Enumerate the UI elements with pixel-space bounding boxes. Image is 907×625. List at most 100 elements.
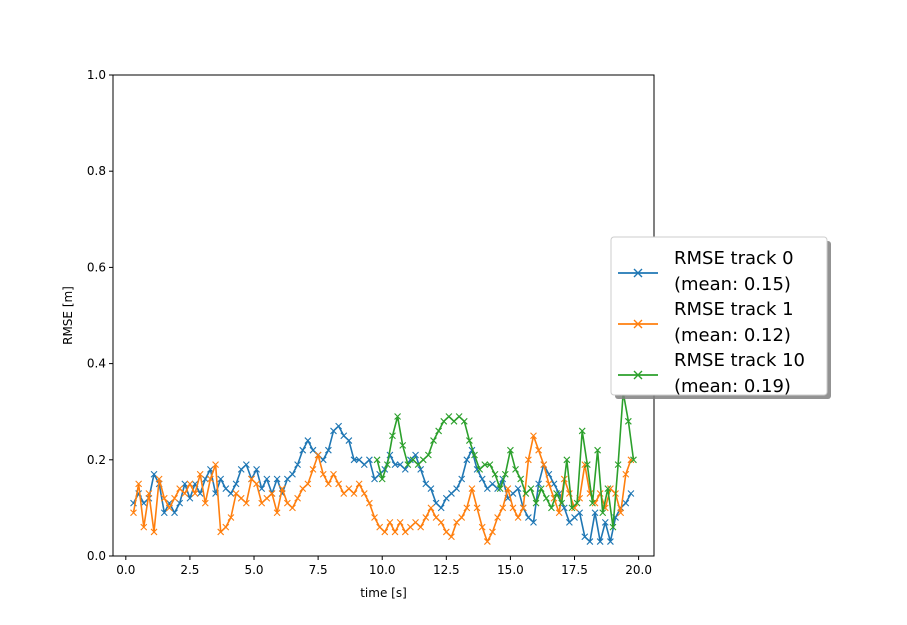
data-point-marker <box>514 485 522 493</box>
x-tick-label: 2.5 <box>180 563 199 577</box>
data-point-marker <box>489 528 496 536</box>
data-point-marker <box>483 538 491 545</box>
data-point-marker <box>145 490 153 497</box>
data-point-marker <box>273 509 281 517</box>
data-point-marker <box>586 538 594 545</box>
data-point-marker <box>535 446 543 454</box>
y-tick-label: 0.4 <box>87 357 106 371</box>
data-point-marker <box>309 466 317 473</box>
data-point-marker <box>609 523 617 531</box>
series-layer <box>130 389 637 545</box>
data-point-marker <box>519 504 527 512</box>
data-point-marker <box>299 446 307 454</box>
legend-entry-name-2: RMSE track 10 <box>674 350 805 371</box>
data-point-marker <box>386 518 394 526</box>
data-point-marker <box>486 461 494 468</box>
data-point-marker <box>232 480 240 488</box>
data-point-marker <box>360 490 368 497</box>
data-point-marker <box>617 509 625 517</box>
data-point-marker <box>550 480 558 488</box>
data-point-marker <box>624 417 632 425</box>
data-point-marker <box>304 480 312 488</box>
data-point-marker <box>166 504 173 512</box>
data-point-marker <box>578 427 586 435</box>
data-point-marker <box>391 461 399 468</box>
x-tick-label: 20.0 <box>625 563 652 577</box>
data-point-marker <box>253 480 260 488</box>
data-point-marker <box>396 518 404 526</box>
legend-marker-1 <box>633 319 643 329</box>
data-point-marker <box>196 470 204 478</box>
data-point-marker <box>545 480 553 488</box>
data-point-marker <box>437 504 445 512</box>
data-point-marker <box>212 461 219 468</box>
data-point-marker <box>335 480 343 488</box>
data-point-marker <box>242 461 250 468</box>
y-tick-label: 0.6 <box>87 260 106 274</box>
data-point-marker <box>591 509 599 517</box>
data-point-marker <box>563 456 571 464</box>
data-point-marker <box>201 499 209 507</box>
data-point-marker <box>614 461 622 468</box>
data-point-marker <box>463 504 471 512</box>
data-point-marker <box>294 494 301 502</box>
y-tick-label: 1.0 <box>87 68 106 82</box>
data-point-marker <box>217 475 225 483</box>
data-point-marker <box>135 480 143 488</box>
data-point-marker <box>463 456 471 464</box>
data-point-marker <box>427 504 435 512</box>
data-point-marker <box>555 509 563 517</box>
data-point-marker <box>453 485 460 493</box>
data-point-marker <box>478 475 486 483</box>
y-axis-label: RMSE [m] <box>61 286 75 345</box>
data-point-marker <box>350 456 358 464</box>
data-point-marker <box>401 466 409 473</box>
data-point-marker <box>383 461 391 468</box>
data-point-marker <box>540 461 548 468</box>
data-point-marker <box>630 456 637 464</box>
y-axis-ticks: 0.0 0.2 0.4 0.6 0.8 1.0 <box>87 68 113 563</box>
x-tick-label: 0.0 <box>116 563 135 577</box>
data-point-marker <box>350 490 358 497</box>
data-point-marker <box>373 456 381 464</box>
data-point-marker <box>530 518 537 526</box>
data-point-marker <box>537 485 545 493</box>
data-point-marker <box>596 490 604 497</box>
data-point-marker <box>427 485 435 493</box>
data-point-marker <box>448 533 455 541</box>
y-tick-label: 0.2 <box>87 453 106 467</box>
data-point-marker <box>417 466 425 473</box>
plot-area <box>113 75 654 556</box>
data-point-marker <box>460 417 468 425</box>
data-point-marker <box>140 523 148 531</box>
data-point-marker <box>509 504 517 512</box>
x-tick-label: 17.5 <box>561 563 588 577</box>
data-point-marker <box>601 518 609 526</box>
data-point-marker <box>558 499 566 507</box>
x-tick-label: 5.0 <box>244 563 263 577</box>
data-point-marker <box>491 470 499 478</box>
data-point-marker <box>458 514 466 521</box>
data-point-marker <box>607 538 614 545</box>
data-point-marker <box>573 499 581 507</box>
x-tick-label: 15.0 <box>497 563 524 577</box>
data-point-marker <box>330 470 337 478</box>
data-point-marker <box>527 485 535 493</box>
data-point-marker <box>594 446 601 454</box>
data-point-marker <box>399 441 407 449</box>
data-point-marker <box>514 514 522 521</box>
data-point-marker <box>424 451 432 459</box>
data-point-marker <box>622 470 630 478</box>
legend-entry-name-1: RMSE track 1 <box>674 299 794 320</box>
data-point-marker <box>155 475 163 483</box>
data-point-marker <box>412 451 419 459</box>
data-point-marker <box>517 475 525 483</box>
data-point-marker <box>335 422 343 430</box>
data-point-marker <box>535 480 543 488</box>
data-point-marker <box>627 490 635 497</box>
data-point-marker <box>196 490 204 497</box>
x-axis-label: time [s] <box>360 586 407 600</box>
data-point-marker <box>253 466 260 473</box>
data-point-marker <box>181 490 189 497</box>
